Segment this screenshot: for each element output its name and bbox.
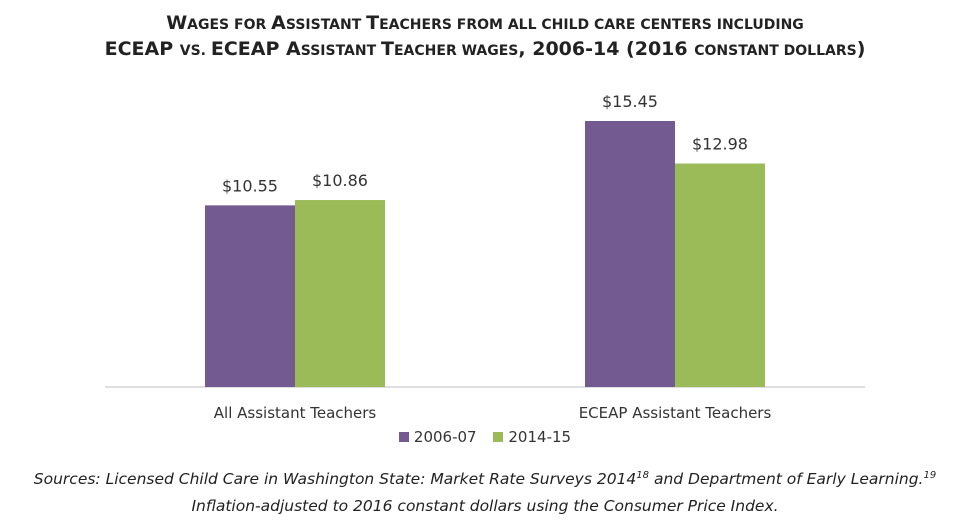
- title-line2-segment-2: ECEAP A: [210, 38, 301, 60]
- title-line2-segment-8: ): [856, 38, 866, 60]
- legend-label-series-2: 2014-15: [508, 428, 572, 446]
- category-label-1: All Assistant Teachers: [214, 404, 377, 422]
- legend-swatch-series-2: [493, 432, 504, 442]
- source-text-1: Sources: Licensed Child Care in Washingt…: [33, 470, 637, 489]
- legend-item-series-1: 2006-07: [398, 428, 477, 446]
- legend: 2006-07 2014-15: [0, 428, 970, 446]
- title-line1-segment-4: T: [366, 12, 380, 34]
- source-text-2: and Department of Early Learning.: [649, 470, 924, 489]
- title-line1-segment-3: SSISTANT: [285, 17, 367, 33]
- source-note: Sources: Licensed Child Care in Washingt…: [0, 470, 970, 488]
- data-label-1-2006-07: $10.55: [222, 176, 278, 195]
- data-label-1-2014-15: $10.86: [312, 171, 368, 190]
- footnote-18: 18: [636, 470, 650, 481]
- title-line2-segment-7: CONSTANT DOLLARS: [694, 43, 857, 59]
- title-line1-segment-5: EACHERS FROM ALL CHILD CARE CENTERS INCL…: [379, 17, 804, 33]
- bar-1-2014-15: [295, 200, 385, 387]
- title-line2-segment-3: SSISTANT: [300, 43, 382, 59]
- title-line2-segment-4: T: [381, 38, 394, 60]
- legend-label-series-1: 2006-07: [413, 428, 477, 446]
- chart-title-line1: WAGES FOR ASSISTANT TEACHERS FROM ALL CH…: [0, 12, 970, 34]
- title-line1-segment-1: AGES FOR: [187, 17, 272, 33]
- title-line2-segment-1: VS.: [179, 43, 211, 59]
- title-line2-segment-0: ECEAP: [104, 38, 180, 60]
- data-label-2-2006-07: $15.45: [602, 92, 658, 111]
- chart-title-line2: ECEAP VS. ECEAP ASSISTANT TEACHER WAGES,…: [0, 38, 970, 60]
- data-label-2-2014-15: $12.98: [692, 135, 748, 154]
- bar-1-2006-07: [205, 205, 295, 387]
- bar-2-2006-07: [585, 121, 675, 387]
- title-line1-segment-2: A: [271, 12, 286, 34]
- legend-item-series-2: 2014-15: [493, 428, 571, 446]
- footnote-19: 19: [923, 470, 937, 481]
- title-line2-segment-6: , 2006-14 (2016: [518, 38, 695, 60]
- bar-chart: $10.55 $10.86 All Assistant Teachers $15.45…: [105, 92, 865, 422]
- bar-2-2014-15: [675, 163, 765, 387]
- title-line1-segment-0: W: [166, 12, 188, 34]
- category-label-2: ECEAP Assistant Teachers: [579, 404, 772, 422]
- inflation-note: Inflation-adjusted to 2016 constant doll…: [191, 497, 779, 515]
- title-line2-segment-5: EACHER WAGES: [393, 43, 519, 59]
- legend-swatch-series-1: [398, 432, 409, 442]
